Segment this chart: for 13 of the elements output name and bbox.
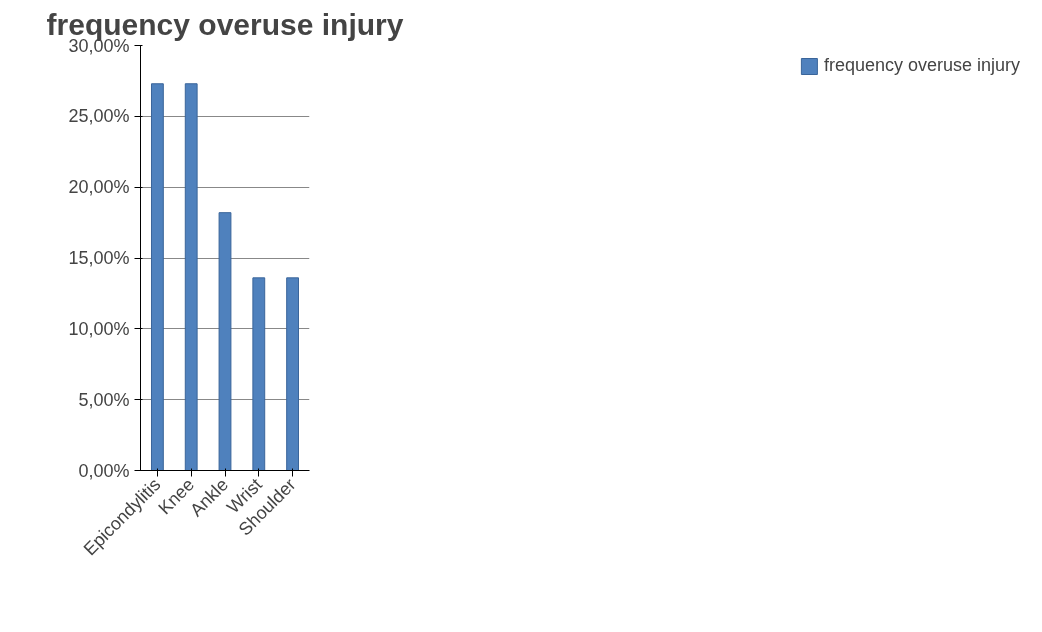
bar (184, 83, 198, 471)
y-tick-label: 5,00% (78, 389, 130, 410)
y-tick-label: 20,00% (68, 177, 130, 198)
y-tick-label: 25,00% (68, 106, 130, 127)
bar (218, 212, 232, 471)
bar (286, 277, 300, 471)
bar (252, 277, 266, 471)
y-tick-label: 0,00% (78, 460, 130, 481)
chart-title: frequency overuse injury (46, 7, 404, 41)
legend-label: frequency overuse injury (823, 55, 1020, 76)
y-tick-label: 15,00% (68, 248, 130, 268)
y-tick-label: 10,00% (68, 318, 130, 339)
bar (150, 83, 164, 471)
